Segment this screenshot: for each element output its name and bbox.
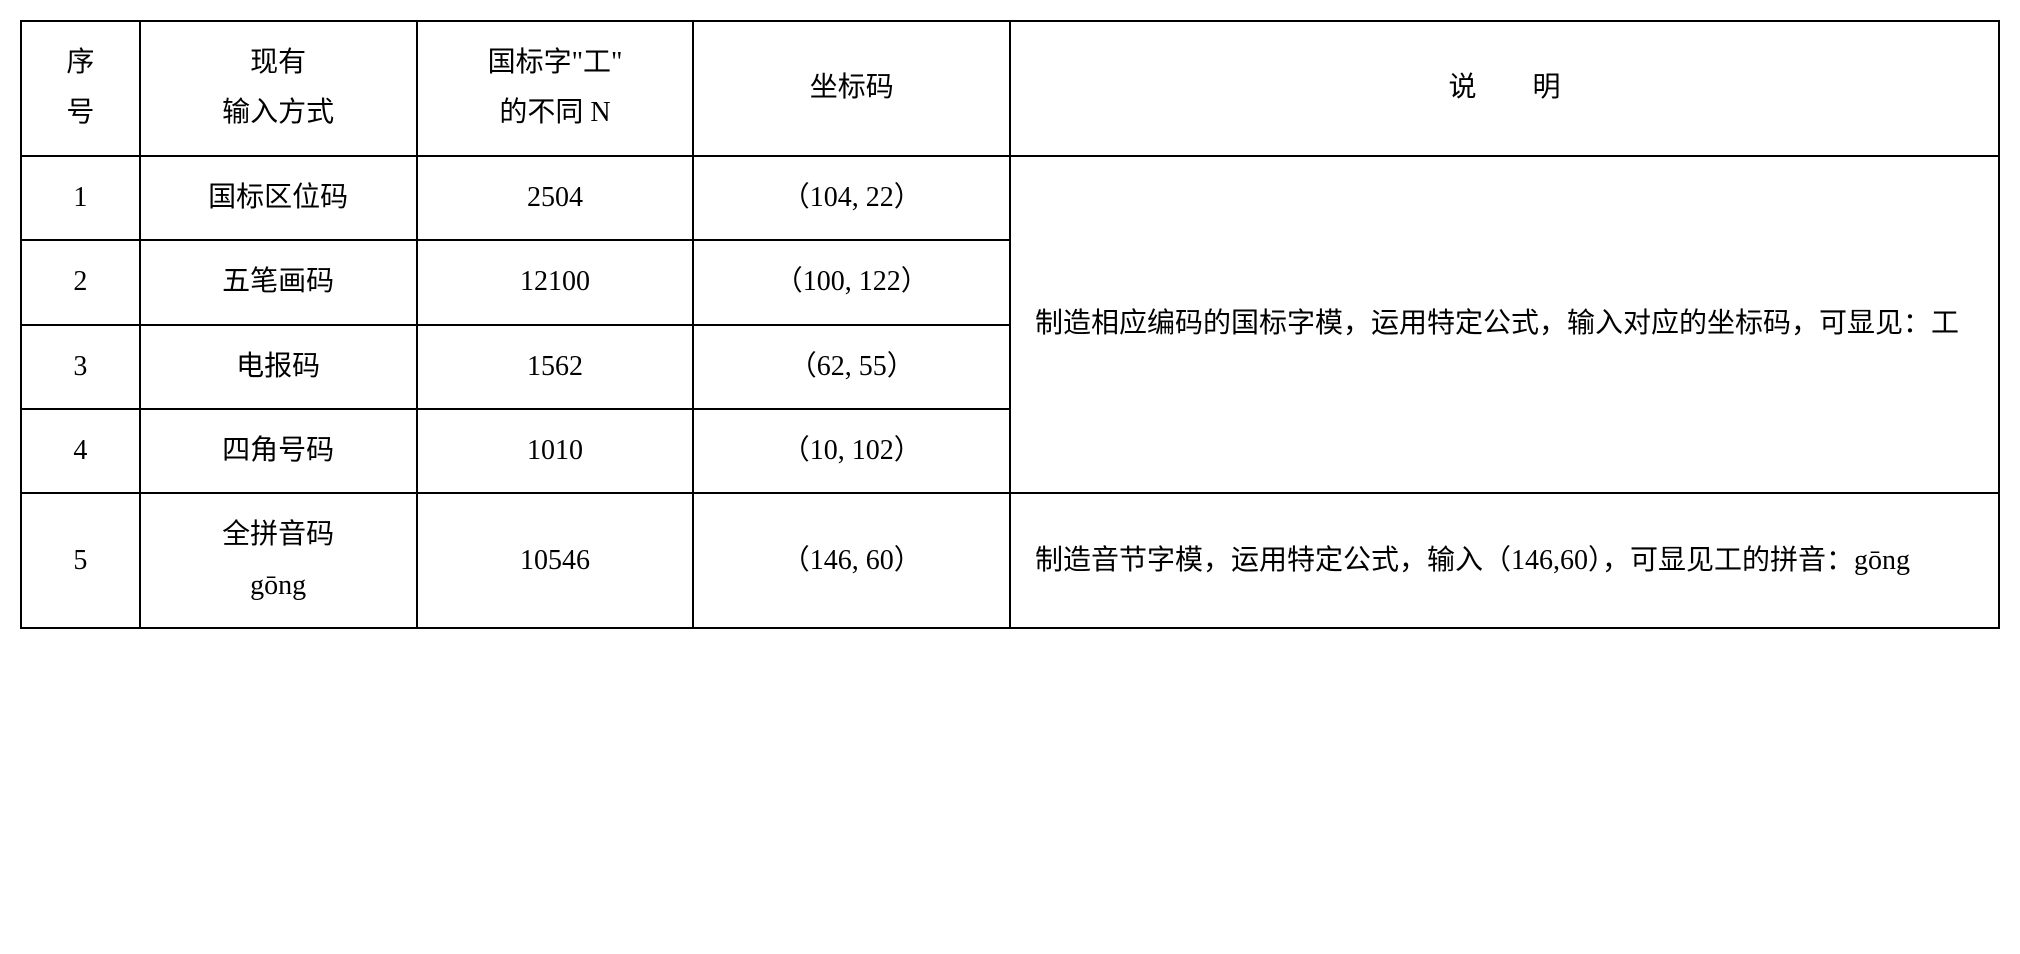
- cell-n: 1562: [417, 325, 694, 409]
- header-n-l1: 国标字"工": [430, 38, 681, 88]
- header-seq-l1: 序: [34, 38, 127, 88]
- encoding-table: 序 号 现有 输入方式 国标字"工" 的不同 N 坐标码 说明 1 国标区位码 …: [20, 20, 2000, 629]
- cell-coord: （104, 22）: [693, 156, 1009, 240]
- header-method: 现有 输入方式: [140, 21, 417, 156]
- cell-seq: 1: [21, 156, 140, 240]
- cell-coord: （146, 60）: [693, 493, 1009, 628]
- cell-method: 四角号码: [140, 409, 417, 493]
- cell-method: 全拼音码 gōng: [140, 493, 417, 628]
- cell-coord: （100, 122）: [693, 240, 1009, 324]
- cell-seq: 3: [21, 325, 140, 409]
- cell-coord: （10, 102）: [693, 409, 1009, 493]
- header-method-l2: 输入方式: [153, 88, 404, 138]
- table-row: 5 全拼音码 gōng 10546 （146, 60） 制造音节字模，运用特定公…: [21, 493, 1999, 628]
- cell-n: 12100: [417, 240, 694, 324]
- cell-method-l2: gōng: [153, 561, 404, 611]
- header-seq-l2: 号: [34, 88, 127, 138]
- cell-seq: 4: [21, 409, 140, 493]
- header-desc-pre: 说: [1448, 72, 1476, 103]
- cell-seq: 5: [21, 493, 140, 628]
- cell-method: 电报码: [140, 325, 417, 409]
- cell-method-l1: 全拼音码: [153, 510, 404, 560]
- cell-n: 1010: [417, 409, 694, 493]
- cell-method: 国标区位码: [140, 156, 417, 240]
- table-row: 1 国标区位码 2504 （104, 22） 制造相应编码的国标字模，运用特定公…: [21, 156, 1999, 240]
- cell-n: 2504: [417, 156, 694, 240]
- header-n-l2: 的不同 N: [430, 88, 681, 138]
- header-row: 序 号 现有 输入方式 国标字"工" 的不同 N 坐标码 说明: [21, 21, 1999, 156]
- cell-seq: 2: [21, 240, 140, 324]
- header-desc-post: 明: [1532, 72, 1560, 103]
- cell-desc-row5: 制造音节字模，运用特定公式，输入（146,60），可显见工的拼音：gōng: [1010, 493, 1999, 628]
- header-method-l1: 现有: [153, 38, 404, 88]
- cell-method: 五笔画码: [140, 240, 417, 324]
- cell-n: 10546: [417, 493, 694, 628]
- cell-desc-merged: 制造相应编码的国标字模，运用特定公式，输入对应的坐标码，可显见：工: [1010, 156, 1999, 494]
- header-seq: 序 号: [21, 21, 140, 156]
- cell-coord: （62, 55）: [693, 325, 1009, 409]
- header-desc: 说明: [1010, 21, 1999, 156]
- header-n: 国标字"工" 的不同 N: [417, 21, 694, 156]
- header-coord: 坐标码: [693, 21, 1009, 156]
